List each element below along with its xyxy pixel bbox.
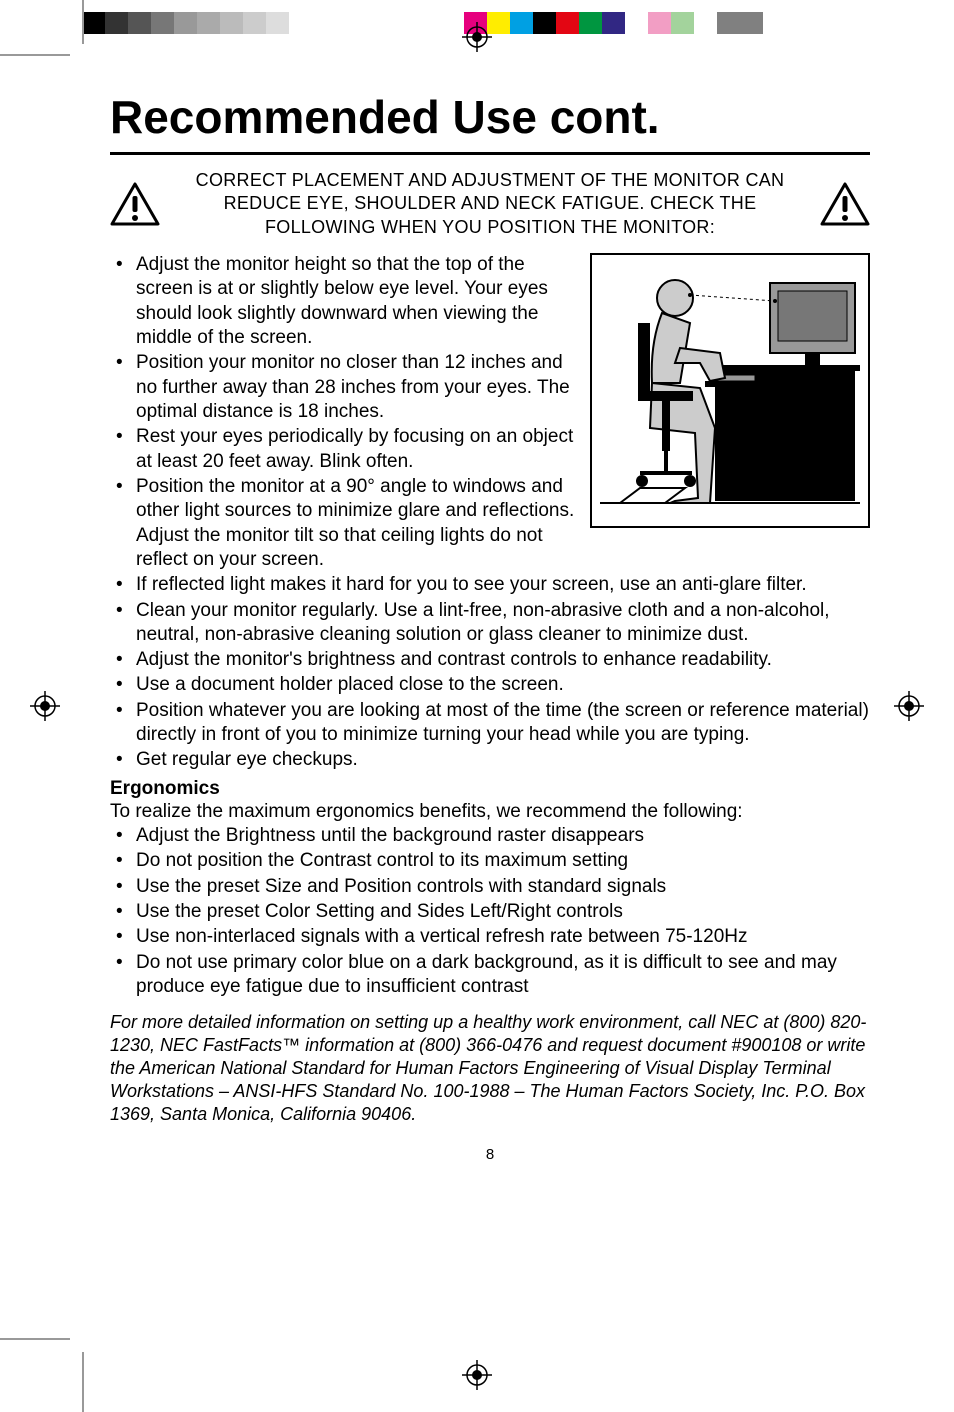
color-swatch [602,12,625,34]
registration-mark-top [462,22,492,52]
footnote: For more detailed information on setting… [110,1011,870,1126]
color-swatch [0,12,82,34]
color-swatch [625,12,648,34]
title-rule [110,152,870,155]
list-item: Adjust the monitor's brightness and cont… [110,648,870,672]
list-item: Position whatever you are looking at mos… [110,699,870,748]
list-item: Use a document holder placed close to th… [110,673,870,697]
color-swatch [717,12,740,34]
color-swatch [556,12,579,34]
list-item: Do not position the Contrast control to … [110,849,870,873]
bullets-list-b: Adjust the Brightness until the backgrou… [110,824,870,999]
crop-mark [82,1352,84,1412]
bullets-list-a: Adjust the monitor height so that the to… [110,253,870,773]
color-swatch [312,12,335,34]
warning-icon [820,182,870,226]
list-item: Position your monitor no closer than 12 … [110,351,870,424]
ergonomics-intro: To realize the maximum ergonomics benefi… [110,800,870,824]
list-item: Use non-interlaced signals with a vertic… [110,925,870,949]
list-item: Use the preset Size and Position control… [110,875,870,899]
ergonomics-heading: Ergonomics [110,778,870,800]
color-swatch [128,12,151,34]
color-swatch [740,12,763,34]
color-swatch [266,12,289,34]
list-item: Rest your eyes periodically by focusing … [110,425,870,474]
list-item: If reflected light makes it hard for you… [110,573,870,597]
color-swatch [197,12,220,34]
list-item: Use the preset Color Setting and Sides L… [110,900,870,924]
intro-text: CORRECT PLACEMENT AND ADJUSTMENT OF THE … [170,169,810,239]
color-swatch [105,12,128,34]
list-item: Adjust the Brightness until the backgrou… [110,824,870,848]
registration-mark-bottom [462,1360,492,1390]
color-swatch [220,12,243,34]
color-swatch [358,12,464,34]
color-swatch [694,12,717,34]
color-swatch [579,12,602,34]
registration-mark-right [894,691,924,721]
list-item: Adjust the monitor height so that the to… [110,253,870,350]
list-item: Get regular eye checkups. [110,748,870,772]
color-swatch [533,12,556,34]
color-swatch [243,12,266,34]
color-swatch [671,12,694,34]
color-swatch [174,12,197,34]
page-number: 8 [110,1146,870,1163]
color-swatch [289,12,312,34]
page-title: Recommended Use cont. [110,90,870,144]
page-content: Recommended Use cont. CORRECT PLACEMENT … [110,90,870,1163]
intro-row: CORRECT PLACEMENT AND ADJUSTMENT OF THE … [110,169,870,239]
crop-mark [82,0,84,44]
color-swatch [763,12,786,34]
color-swatch [151,12,174,34]
crop-mark [0,1338,70,1340]
main-content: Adjust the monitor height so that the to… [110,253,870,1163]
list-item: Position the monitor at a 90° angle to w… [110,475,870,572]
color-swatch [648,12,671,34]
registration-mark-left [30,691,60,721]
crop-mark [0,54,70,56]
color-swatch [335,12,358,34]
list-item: Do not use primary color blue on a dark … [110,951,870,1000]
color-swatch [82,12,105,34]
color-swatch [510,12,533,34]
list-item: Clean your monitor regularly. Use a lint… [110,599,870,648]
warning-icon [110,182,160,226]
